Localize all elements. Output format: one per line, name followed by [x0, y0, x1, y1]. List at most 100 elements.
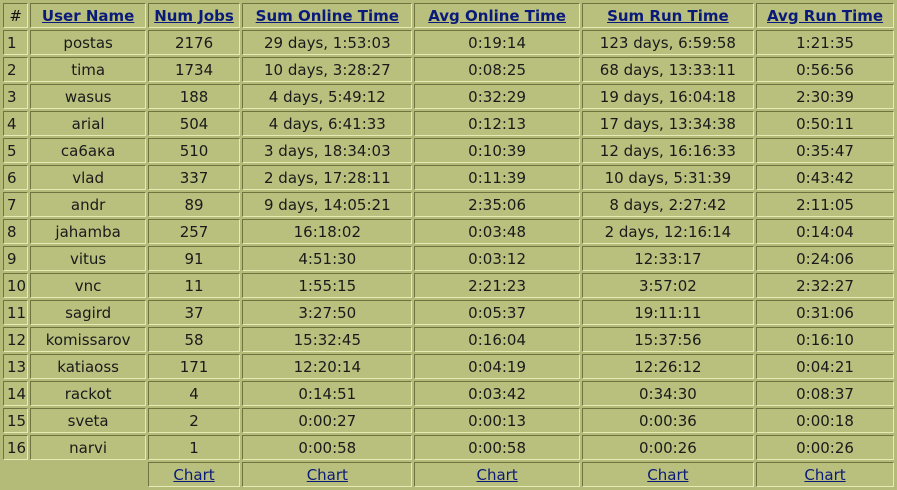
sort-link-avg-run-time[interactable]: Avg Run Time [766, 6, 884, 25]
avg-online-time-cell: 0:16:04 [414, 327, 580, 352]
column-header-avg-online-time: Avg Online Time [414, 3, 580, 28]
sum-online-time-cell: 0:00:27 [242, 408, 413, 433]
num-jobs-cell: 510 [147, 138, 241, 163]
avg-online-time-cell: 0:05:37 [414, 300, 580, 325]
rank-cell: 13 [3, 354, 29, 379]
header-row: # User Name Num Jobs Sum Online Time Avg… [3, 3, 894, 28]
rank-cell: 1 [3, 30, 29, 55]
num-jobs-cell: 171 [147, 354, 241, 379]
rank-cell: 7 [3, 192, 29, 217]
chart-cell-avg-run-time: Chart [756, 462, 894, 487]
num-jobs-cell: 58 [147, 327, 241, 352]
column-header-sum-run-time: Sum Run Time [581, 3, 755, 28]
rank-cell: 2 [3, 57, 29, 82]
avg-online-time-cell: 2:21:23 [414, 273, 580, 298]
rank-cell: 14 [3, 381, 29, 406]
sum-run-time-cell: 12 days, 16:16:33 [581, 138, 755, 163]
sum-run-time-cell: 3:57:02 [581, 273, 755, 298]
rank-cell: 5 [3, 138, 29, 163]
sum-run-time-cell: 68 days, 13:33:11 [581, 57, 755, 82]
avg-run-time-cell: 2:32:27 [756, 273, 894, 298]
sum-online-time-cell: 16:18:02 [242, 219, 413, 244]
sum-online-time-cell: 0:00:58 [242, 435, 413, 460]
sum-run-time-cell: 0:00:26 [581, 435, 755, 460]
user-name-cell: postas [30, 30, 146, 55]
avg-online-time-cell: 0:04:19 [414, 354, 580, 379]
avg-run-time-cell: 0:16:10 [756, 327, 894, 352]
table-row: 6 vlad 337 2 days, 17:28:11 0:11:39 10 days, … [3, 165, 894, 190]
sum-online-time-cell: 0:14:51 [242, 381, 413, 406]
rank-cell: 3 [3, 84, 29, 109]
chart-link-sum-run-time[interactable]: Chart [647, 465, 689, 484]
num-jobs-cell: 1734 [147, 57, 241, 82]
sum-run-time-cell: 12:33:17 [581, 246, 755, 271]
avg-run-time-cell: 2:30:39 [756, 84, 894, 109]
num-jobs-cell: 91 [147, 246, 241, 271]
num-jobs-cell: 89 [147, 192, 241, 217]
chart-cell-avg-online-time: Chart [414, 462, 580, 487]
table-row: 12 komissarov 58 15:32:45 0:16:04 15:37:56 0:1… [3, 327, 894, 352]
sum-online-time-cell: 3:27:50 [242, 300, 413, 325]
user-name-cell: andr [30, 192, 146, 217]
chart-link-num-jobs[interactable]: Chart [173, 465, 215, 484]
chart-cell-sum-run-time: Chart [581, 462, 755, 487]
sum-online-time-cell: 3 days, 18:34:03 [242, 138, 413, 163]
sum-run-time-cell: 0:34:30 [581, 381, 755, 406]
avg-online-time-cell: 0:32:29 [414, 84, 580, 109]
sum-run-time-cell: 19 days, 16:04:18 [581, 84, 755, 109]
avg-online-time-cell: 0:08:25 [414, 57, 580, 82]
table-row: 13 katiaoss 171 12:20:14 0:04:19 12:26:12 0:04… [3, 354, 894, 379]
user-name-cell: komissarov [30, 327, 146, 352]
sum-online-time-cell: 4:51:30 [242, 246, 413, 271]
avg-run-time-cell: 0:56:56 [756, 57, 894, 82]
sum-run-time-cell: 2 days, 12:16:14 [581, 219, 755, 244]
column-header-sum-online-time: Sum Online Time [242, 3, 413, 28]
avg-online-time-cell: 0:00:58 [414, 435, 580, 460]
sum-online-time-cell: 2 days, 17:28:11 [242, 165, 413, 190]
sum-online-time-cell: 9 days, 14:05:21 [242, 192, 413, 217]
sum-online-time-cell: 12:20:14 [242, 354, 413, 379]
user-name-cell: са6ака [30, 138, 146, 163]
sort-link-num-jobs[interactable]: Num Jobs [154, 6, 234, 25]
avg-online-time-cell: 0:03:12 [414, 246, 580, 271]
user-name-cell: sveta [30, 408, 146, 433]
avg-run-time-cell: 0:14:04 [756, 219, 894, 244]
avg-online-time-cell: 0:10:39 [414, 138, 580, 163]
avg-online-time-cell: 0:03:48 [414, 219, 580, 244]
avg-run-time-cell: 0:04:21 [756, 354, 894, 379]
avg-run-time-cell: 0:31:06 [756, 300, 894, 325]
rank-cell: 11 [3, 300, 29, 325]
rank-cell: 4 [3, 111, 29, 136]
empty-cell [30, 462, 146, 487]
avg-run-time-cell: 0:24:06 [756, 246, 894, 271]
sum-online-time-cell: 4 days, 6:41:33 [242, 111, 413, 136]
avg-online-time-cell: 0:12:13 [414, 111, 580, 136]
chart-link-avg-run-time[interactable]: Chart [804, 465, 846, 484]
rank-cell: 16 [3, 435, 29, 460]
num-jobs-cell: 2 [147, 408, 241, 433]
sort-link-sum-online-time[interactable]: Sum Online Time [255, 6, 399, 25]
user-name-cell: sagird [30, 300, 146, 325]
num-jobs-cell: 2176 [147, 30, 241, 55]
avg-online-time-cell: 2:35:06 [414, 192, 580, 217]
avg-online-time-cell: 0:11:39 [414, 165, 580, 190]
table-row: 8 jahamba 257 16:18:02 0:03:48 2 days, 12:16:… [3, 219, 894, 244]
user-name-cell: narvi [30, 435, 146, 460]
rank-cell: 12 [3, 327, 29, 352]
table-row: 11 sagird 37 3:27:50 0:05:37 19:11:11 0:31:06 [3, 300, 894, 325]
avg-run-time-cell: 0:00:26 [756, 435, 894, 460]
avg-online-time-cell: 0:19:14 [414, 30, 580, 55]
column-header-num-jobs: Num Jobs [147, 3, 241, 28]
sort-link-user-name[interactable]: User Name [41, 6, 135, 25]
chart-link-avg-online-time[interactable]: Chart [476, 465, 518, 484]
user-name-cell: vitus [30, 246, 146, 271]
num-jobs-cell: 37 [147, 300, 241, 325]
user-name-cell: arial [30, 111, 146, 136]
table-body: 1 postas 2176 29 days, 1:53:03 0:19:14 123 da… [3, 30, 894, 460]
sum-run-time-cell: 8 days, 2:27:42 [581, 192, 755, 217]
sort-link-avg-online-time[interactable]: Avg Online Time [428, 6, 566, 25]
chart-link-sum-online-time[interactable]: Chart [306, 465, 348, 484]
user-name-cell: rackot [30, 381, 146, 406]
avg-run-time-cell: 2:11:05 [756, 192, 894, 217]
sort-link-sum-run-time[interactable]: Sum Run Time [607, 6, 729, 25]
